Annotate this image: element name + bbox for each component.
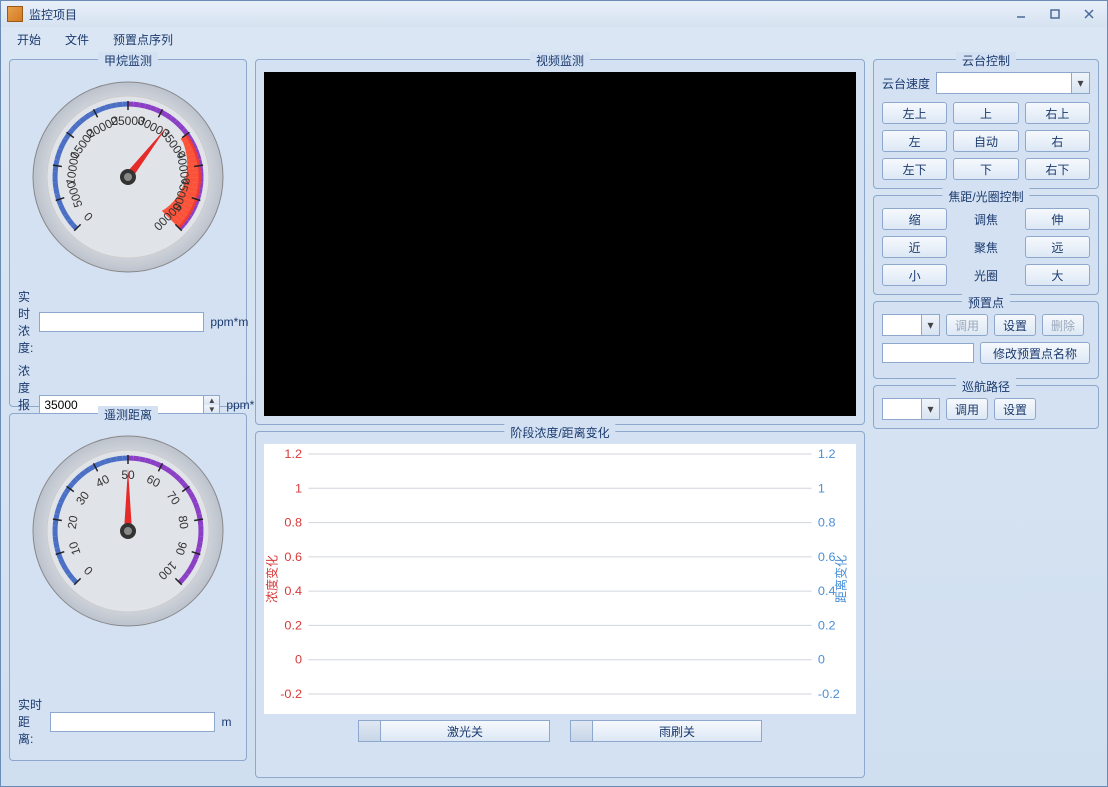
menu-preset-seq[interactable]: 预置点序列 [103,28,183,51]
ptz-speed-combo[interactable]: ▾ [936,72,1090,94]
distance-realtime-input[interactable] [50,712,215,732]
svg-text:0.2: 0.2 [284,619,302,633]
ptz-down-button[interactable]: 下 [953,158,1018,180]
ptz-right-button[interactable]: 右 [1025,130,1090,152]
chevron-down-icon: ▾ [921,315,939,335]
svg-text:1: 1 [818,482,825,496]
iris-large-button[interactable]: 大 [1025,264,1090,286]
ptz-speed-label: 云台速度 [882,75,930,92]
window-title: 监控项目 [29,6,1009,23]
video-area [264,72,856,416]
focus-panel: 焦距/光圈控制 缩 调焦 伸 近 聚焦 远 小 光圈 大 [873,195,1099,295]
distance-realtime-label: 实时距离: [18,696,44,747]
svg-text:1: 1 [295,482,302,496]
chart-title: 阶段浓度/距离变化 [504,424,615,441]
chart-panel: 阶段浓度/距离变化 -0.2-0.2000.20.20.40.40.60.60.… [255,431,865,778]
wiper-toggle-label: 雨刷关 [592,720,762,742]
svg-text:80: 80 [175,515,191,531]
laser-toggle-label: 激光关 [380,720,550,742]
distance-panel: 遥测距离 0102030405060708090100 实时距离: m [9,413,247,761]
svg-text:0.6: 0.6 [284,550,302,564]
svg-text:0.4: 0.4 [284,584,302,598]
distance-unit: m [221,715,238,729]
svg-text:1.2: 1.2 [284,447,302,461]
ptz-title: 云台控制 [956,52,1016,69]
ptz-left-button[interactable]: 左 [882,130,947,152]
svg-text:-0.2: -0.2 [280,687,302,701]
menubar: 开始 文件 预置点序列 [1,27,1107,51]
preset-combo[interactable]: ▾ [882,314,940,336]
svg-text:0.4: 0.4 [818,584,836,598]
ptz-up-button[interactable]: 上 [953,102,1018,124]
ptz-down-right-button[interactable]: 右下 [1025,158,1090,180]
video-title: 视频监测 [530,52,590,69]
svg-text:-0.2: -0.2 [818,687,840,701]
svg-text:0.8: 0.8 [818,516,836,530]
svg-text:0: 0 [295,653,302,667]
preset-name-input[interactable] [882,343,974,363]
iris-small-button[interactable]: 小 [882,264,947,286]
preset-title: 预置点 [962,294,1010,311]
methane-realtime-input[interactable] [39,312,204,332]
toggle-handle-icon [570,720,592,742]
cruise-call-button[interactable]: 调用 [946,398,988,420]
laser-toggle[interactable]: 激光关 [358,720,550,742]
ptz-down-left-button[interactable]: 左下 [882,158,947,180]
svg-text:浓度变化: 浓度变化 [264,555,279,603]
ptz-up-left-button[interactable]: 左上 [882,102,947,124]
focus-title: 焦距/光圈控制 [942,188,1029,205]
methane-unit: ppm*m [210,315,248,329]
spin-up-icon[interactable]: ▲ [204,396,219,405]
maximize-button[interactable] [1043,6,1067,22]
app-icon [7,6,23,22]
titlebar: 监控项目 [1,1,1107,27]
ptz-panel: 云台控制 云台速度 ▾ 左上 上 右上 左 自动 右 左下 下 [873,59,1099,189]
cruise-panel: 巡航路径 ▾ 调用 设置 [873,385,1099,429]
methane-gauge: 0500010000150002000025000300003500040000… [23,72,233,282]
methane-title: 甲烷监测 [98,52,158,69]
wiper-toggle[interactable]: 雨刷关 [570,720,762,742]
close-button[interactable] [1077,6,1101,22]
cruise-combo[interactable]: ▾ [882,398,940,420]
preset-delete-button[interactable]: 删除 [1042,314,1084,336]
chart-area: -0.2 -0.2 0 0 0.2 0.2 0.4 0.4 0.6 0.6 0.8 0.8 1 1 1.2 1… [264,444,856,714]
methane-realtime-label: 实时浓度: [18,288,33,356]
preset-rename-button[interactable]: 修改预置点名称 [980,342,1090,364]
preset-panel: 预置点 ▾ 调用 设置 删除 修改预置点名称 [873,301,1099,379]
video-panel: 视频监测 [255,59,865,425]
preset-set-button[interactable]: 设置 [994,314,1036,336]
svg-text:0.2: 0.2 [818,619,836,633]
methane-panel: 甲烷监测 05000100001500020000250003000035000… [9,59,247,407]
svg-text:距离变化: 距离变化 [833,555,848,603]
focus-near-button[interactable]: 近 [882,236,947,258]
svg-text:20: 20 [65,514,81,530]
zoom-in-button[interactable]: 缩 [882,208,947,230]
menu-file[interactable]: 文件 [55,28,99,51]
preset-call-button[interactable]: 调用 [946,314,988,336]
zoom-out-button[interactable]: 伸 [1025,208,1090,230]
toggle-handle-icon [358,720,380,742]
chevron-down-icon: ▾ [1071,73,1089,93]
svg-text:0: 0 [818,653,825,667]
iris-label: 光圈 [953,267,1018,284]
zoom-label: 调焦 [953,211,1018,228]
cruise-set-button[interactable]: 设置 [994,398,1036,420]
cruise-title: 巡航路径 [956,378,1016,395]
svg-text:0.8: 0.8 [284,516,302,530]
svg-text:1.2: 1.2 [818,447,836,461]
focus-far-button[interactable]: 远 [1025,236,1090,258]
ptz-auto-button[interactable]: 自动 [953,130,1018,152]
distance-title: 遥测距离 [98,406,158,423]
svg-text:0.6: 0.6 [818,550,836,564]
chevron-down-icon: ▾ [921,399,939,419]
menu-start[interactable]: 开始 [7,28,51,51]
focus-label: 聚焦 [953,239,1018,256]
distance-gauge: 0102030405060708090100 [23,426,233,636]
app-window: 监控项目 开始 文件 预置点序列 甲烷监测 050001000015000200… [0,0,1108,787]
ptz-up-right-button[interactable]: 右上 [1025,102,1090,124]
minimize-button[interactable] [1009,6,1033,22]
